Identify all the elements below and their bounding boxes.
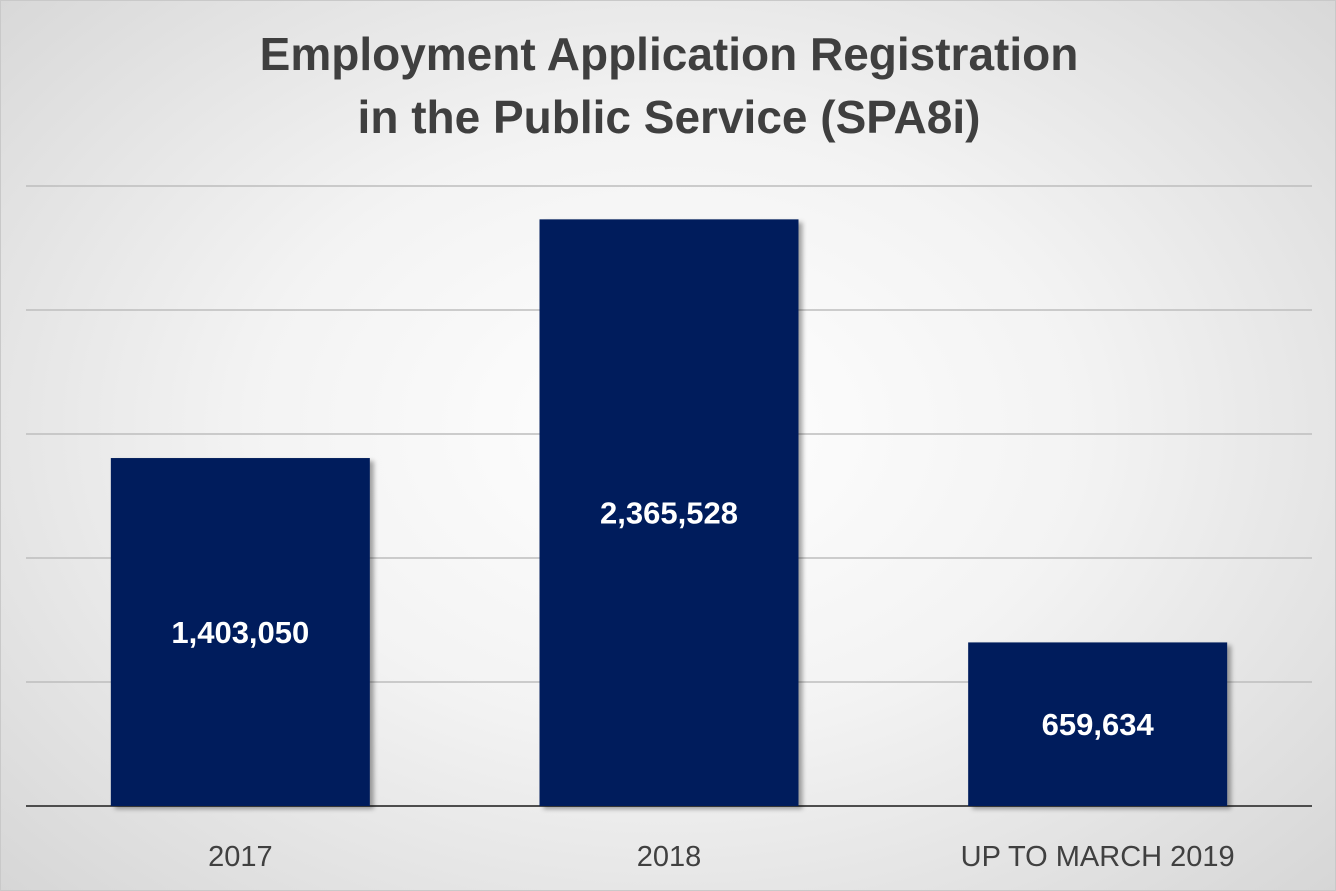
chart-title: Employment Application Registration in t… [1,23,1335,149]
bar-3 [968,642,1228,806]
data-label-2: 2,365,528 [600,496,738,531]
data-labels: 1,403,050 2,365,528 659,634 [171,496,1154,743]
category-label-3: UP TO MARCH 2019 [961,841,1235,873]
category-labels: 2017 2018 UP TO MARCH 2019 [208,841,1235,873]
chart-title-line-1: Employment Application Registration [259,28,1079,80]
bars [110,219,1228,806]
data-label-3: 659,634 [1042,707,1155,742]
chart-title-line-2: in the Public Service (SPA8i) [357,91,981,143]
bar-1 [110,458,370,806]
bar-2 [539,219,799,806]
category-label-1: 2017 [208,841,273,873]
data-label-1: 1,403,050 [171,615,309,650]
category-label-2: 2018 [637,841,702,873]
